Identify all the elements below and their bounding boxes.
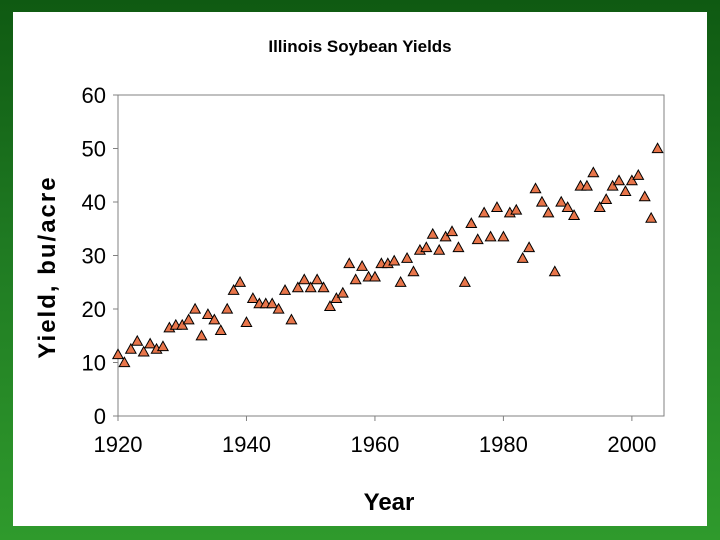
data-point-1969 [426, 227, 439, 239]
data-point-1921 [118, 356, 131, 368]
data-point-1993 [580, 179, 593, 191]
data-point-1922 [124, 342, 137, 354]
y-axis-label: Yield, bu/acre [34, 175, 61, 358]
data-point-1999 [619, 185, 632, 196]
data-point-1936 [214, 324, 227, 336]
data-points [111, 142, 664, 368]
x-tick-label: 1920 [94, 432, 143, 457]
data-point-1939 [233, 276, 247, 287]
data-point-1988 [548, 265, 561, 277]
y-tick-label: 40 [82, 190, 106, 215]
data-point-1974 [458, 276, 471, 287]
scatter-chart: Illinois Soybean Yields 0 10 20 30 40 50 60 19… [34, 37, 665, 516]
data-point-1955 [336, 286, 349, 298]
data-point-1978 [484, 230, 497, 242]
y-tick-label: 20 [82, 297, 106, 322]
y-tick-label: 60 [82, 83, 106, 108]
chart-title: Illinois Soybean Yields [268, 37, 451, 56]
data-point-1973 [452, 241, 465, 253]
data-point-2001 [632, 169, 645, 180]
x-axis-label: Year [364, 489, 415, 516]
data-point-1949 [298, 273, 311, 285]
data-point-1948 [291, 281, 304, 293]
data-point-1957 [349, 273, 362, 285]
data-point-1944 [266, 297, 279, 309]
data-point-1990 [561, 201, 574, 213]
data-point-1920 [111, 348, 125, 360]
y-axis: 0 10 20 30 40 50 60 [82, 83, 118, 429]
data-point-1980 [497, 230, 510, 242]
data-point-1986 [535, 195, 549, 207]
data-point-1930 [176, 318, 189, 330]
data-point-1963 [388, 254, 401, 266]
data-point-1996 [600, 193, 613, 204]
data-point-2002 [638, 190, 651, 202]
data-point-1952 [317, 281, 330, 293]
y-tick-label: 30 [82, 244, 106, 269]
y-tick-label: 0 [94, 404, 106, 429]
data-point-1966 [407, 265, 420, 277]
data-point-1954 [330, 292, 343, 303]
data-point-1975 [465, 217, 478, 229]
data-point-1950 [304, 281, 317, 293]
data-point-1977 [478, 206, 491, 218]
data-point-1985 [529, 182, 542, 194]
data-point-1995 [593, 201, 606, 213]
data-point-1951 [311, 273, 324, 285]
data-point-1925 [144, 337, 157, 349]
data-point-1964 [394, 276, 407, 287]
data-point-1958 [356, 259, 369, 271]
data-point-1989 [555, 195, 568, 207]
y-tick-label: 10 [82, 351, 106, 376]
data-point-1982 [510, 203, 523, 215]
data-point-1976 [471, 233, 484, 245]
x-tick-label: 2000 [607, 432, 656, 457]
data-point-1983 [516, 251, 529, 263]
data-point-1933 [195, 329, 208, 341]
data-point-1938 [227, 284, 240, 295]
y-tick-label: 50 [82, 137, 106, 162]
data-point-1972 [445, 225, 459, 237]
data-point-1987 [542, 206, 555, 218]
data-point-1970 [433, 243, 446, 255]
data-point-1937 [221, 302, 234, 314]
data-point-1931 [182, 313, 195, 325]
data-point-1979 [490, 201, 504, 213]
data-point-2000 [625, 174, 638, 186]
data-point-2004 [651, 142, 664, 154]
data-point-1968 [420, 241, 433, 253]
data-point-1953 [323, 300, 337, 311]
plot-area [117, 94, 665, 417]
data-point-2003 [645, 211, 658, 223]
data-point-1998 [612, 174, 626, 186]
data-point-1965 [401, 251, 414, 263]
slide: Illinois Soybean Yields 0 10 20 30 40 50 60 19… [13, 12, 707, 526]
data-point-1935 [208, 313, 221, 325]
data-point-1991 [568, 209, 581, 221]
data-point-1997 [606, 179, 619, 191]
data-point-1941 [246, 292, 259, 303]
data-point-1984 [523, 241, 536, 253]
data-point-1946 [278, 284, 292, 295]
x-axis: 1920 1940 1960 1980 2000 [94, 416, 656, 457]
x-tick-label: 1940 [222, 432, 271, 457]
x-tick-label: 1980 [479, 432, 528, 457]
data-point-1927 [156, 340, 170, 352]
data-point-1924 [137, 345, 150, 357]
data-point-1940 [240, 316, 253, 328]
data-point-1945 [272, 302, 285, 314]
data-point-1932 [189, 302, 202, 314]
data-point-1947 [285, 313, 298, 325]
data-point-1956 [343, 257, 356, 269]
x-tick-label: 1960 [350, 432, 399, 457]
data-point-1971 [439, 230, 452, 242]
data-point-1934 [201, 308, 214, 320]
data-point-1923 [131, 334, 144, 346]
data-point-1994 [587, 166, 600, 178]
data-point-1960 [368, 270, 381, 282]
